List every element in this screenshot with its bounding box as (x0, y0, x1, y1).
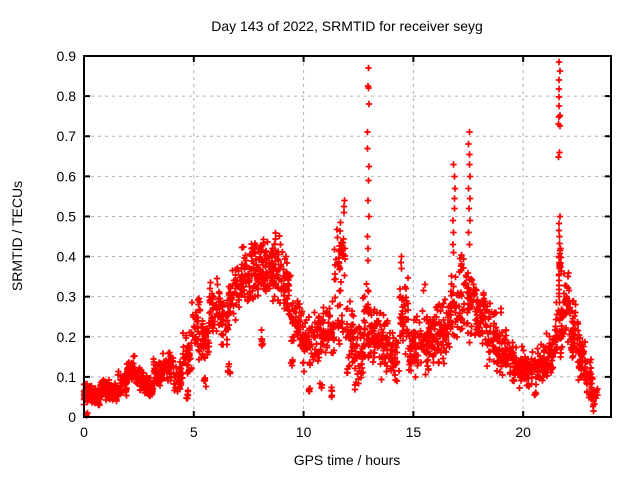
x-tick-label: 0 (80, 424, 88, 440)
y-tick-label: 0.1 (57, 369, 77, 385)
y-tick-label: 0.2 (57, 329, 77, 345)
data-points (80, 58, 601, 419)
x-tick-label: 5 (190, 424, 198, 440)
y-tick-label: 0.9 (57, 48, 77, 64)
tick-labels: 0 5 10 15 20 0 0.1 0.2 0.3 0.4 0.5 0.6 0.7 0.8 0.9 (57, 48, 532, 440)
y-tick-label: 0.3 (57, 289, 77, 305)
plot-frame (83, 55, 612, 418)
x-axis-label: GPS time / hours (294, 452, 401, 468)
x-tick-label: 10 (296, 424, 312, 440)
x-tick-label: 20 (515, 424, 531, 440)
y-tick-label: 0.6 (57, 168, 77, 184)
y-axis-label: SRMTID / TECUs (9, 181, 25, 291)
y-tick-label: 0.8 (57, 88, 77, 104)
y-tick-label: 0 (68, 409, 76, 425)
y-tick-label: 0.4 (57, 249, 77, 265)
y-tick-label: 0.5 (57, 208, 77, 224)
x-tick-label: 15 (406, 424, 422, 440)
chart-title: Day 143 of 2022, SRMTID for receiver sey… (211, 18, 483, 34)
y-tick-label: 0.7 (57, 128, 77, 144)
